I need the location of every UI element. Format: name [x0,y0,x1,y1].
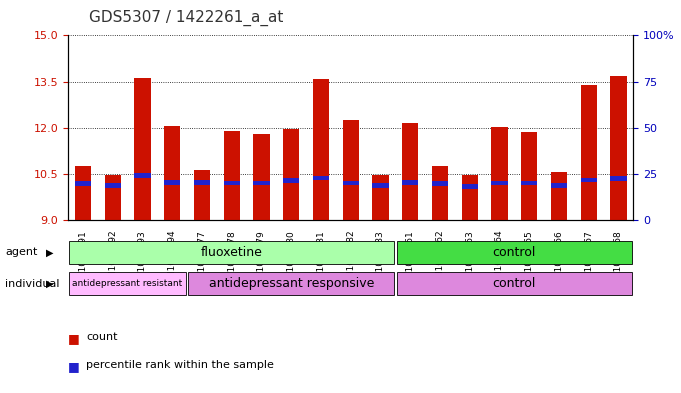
Bar [194,180,210,185]
Text: ▶: ▶ [46,247,54,257]
Bar [610,76,627,220]
Text: agent: agent [5,247,38,257]
Bar [69,272,186,296]
Bar [105,183,121,188]
Text: GDS5307 / 1422261_a_at: GDS5307 / 1422261_a_at [89,10,283,26]
Bar [343,181,359,185]
Text: antidepressant resistant: antidepressant resistant [72,279,183,288]
Bar [194,170,210,220]
Bar [580,84,597,220]
Bar [164,126,180,220]
Bar [134,78,151,220]
Bar [402,180,418,185]
Text: percentile rank within the sample: percentile rank within the sample [86,360,274,369]
Bar [432,182,448,186]
Bar [253,180,270,185]
Text: antidepressant responsive: antidepressant responsive [208,277,374,290]
Text: control: control [492,246,536,259]
Bar [253,134,270,220]
Bar [75,182,91,186]
Text: ■: ■ [68,332,80,345]
Bar [521,132,537,220]
Bar [373,175,389,220]
Bar [551,173,567,220]
Bar [343,120,359,220]
Text: count: count [86,332,118,342]
Bar [521,181,537,185]
Bar [491,181,507,185]
Bar [283,129,300,220]
Bar [462,175,478,220]
Bar [396,272,632,296]
Text: control: control [492,277,536,290]
Bar [313,79,329,220]
Bar [283,178,300,183]
Bar [551,183,567,187]
Bar [223,180,240,185]
Bar [105,175,121,220]
Bar [432,165,448,220]
Bar [491,127,507,220]
Bar [402,123,418,220]
Bar [75,166,91,220]
Bar [164,180,180,185]
Bar [313,176,329,180]
Bar [610,176,627,181]
Text: ▶: ▶ [46,279,54,289]
Text: fluoxetine: fluoxetine [201,246,263,259]
Bar [134,173,151,178]
Bar [396,241,632,264]
Bar [580,178,597,182]
Bar [223,131,240,220]
Bar [373,183,389,187]
Bar [69,241,394,264]
Bar [188,272,394,296]
Text: ■: ■ [68,360,80,373]
Text: individual: individual [5,279,60,289]
Bar [462,184,478,189]
